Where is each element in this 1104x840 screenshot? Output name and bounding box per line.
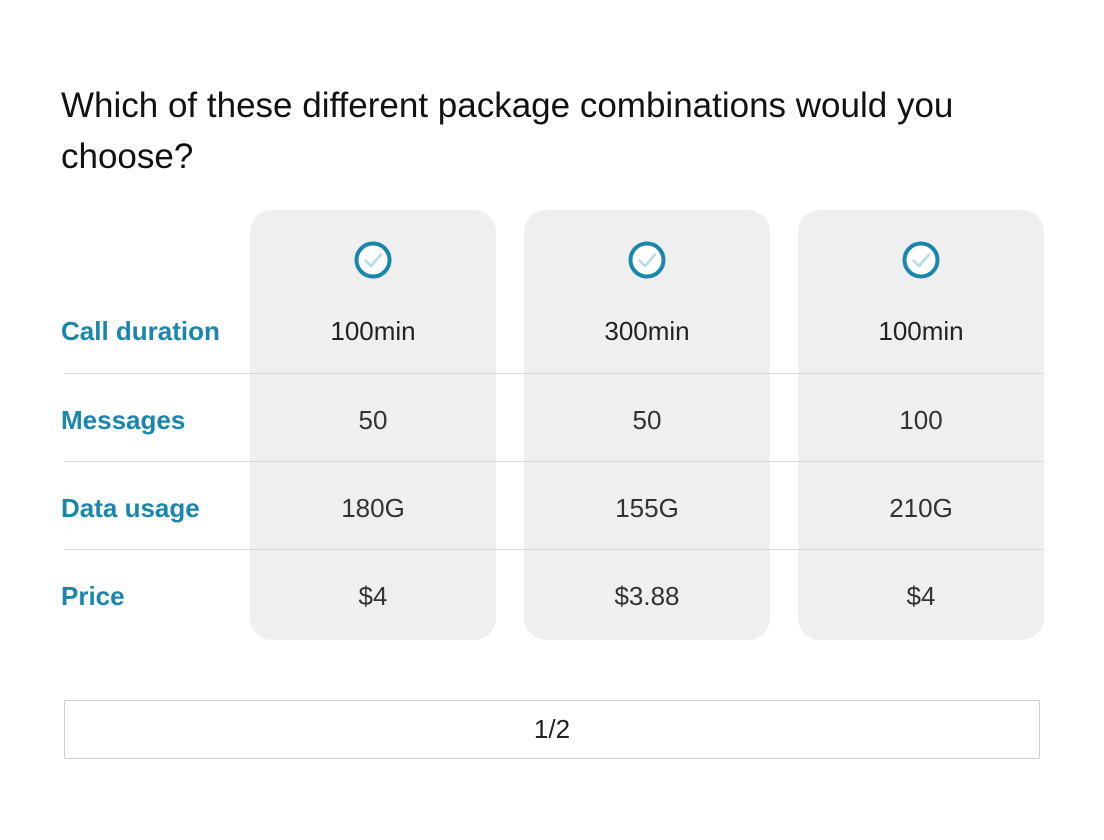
cell-call-duration: 100min (878, 316, 964, 346)
question-title: Which of these different package combina… (61, 86, 954, 176)
row-label-data-usage: Data usage (61, 493, 200, 523)
row-divider (64, 373, 1044, 374)
cell-data-usage: 155G (615, 493, 679, 523)
row-label-call-duration: Call duration (61, 316, 220, 346)
check-circle-icon[interactable] (354, 241, 392, 279)
cell-messages: 50 (632, 405, 662, 435)
package-option-1[interactable] (250, 210, 496, 640)
cell-call-duration: 300min (604, 316, 690, 346)
row-divider (64, 461, 1044, 462)
pagination-indicator[interactable]: 1/2 (64, 700, 1040, 759)
cell-call-duration: 100min (330, 316, 416, 346)
cell-messages: 100 (899, 405, 943, 435)
check-circle-icon[interactable] (628, 241, 666, 279)
check-circle-icon[interactable] (902, 241, 940, 279)
package-option-3[interactable] (798, 210, 1044, 640)
cell-price: $4 (358, 581, 388, 611)
row-label-messages: Messages (61, 405, 186, 435)
cell-price: $3.88 (614, 581, 680, 611)
cell-data-usage: 210G (889, 493, 953, 523)
package-option-2[interactable] (524, 210, 770, 640)
cell-data-usage: 180G (341, 493, 405, 523)
cell-messages: 50 (358, 405, 388, 435)
row-divider (64, 549, 1044, 550)
cell-price: $4 (906, 581, 936, 611)
row-label-price: Price (61, 581, 125, 611)
